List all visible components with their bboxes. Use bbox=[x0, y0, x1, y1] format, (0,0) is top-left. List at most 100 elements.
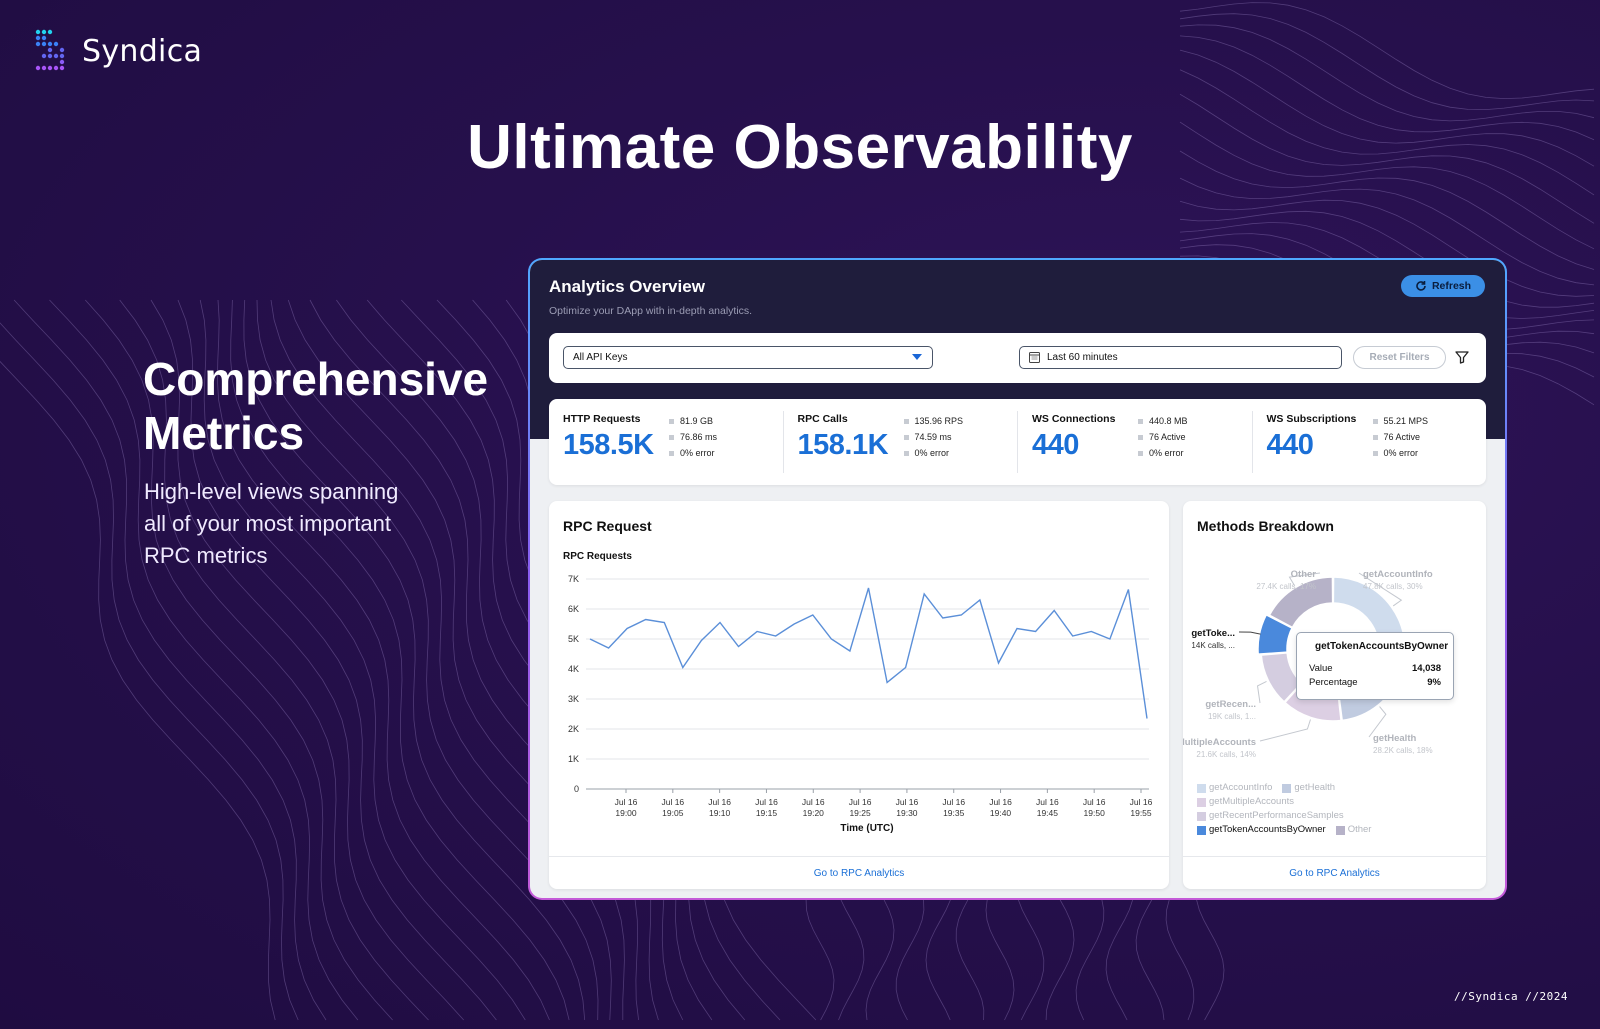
x-tick-label: 19:30 bbox=[896, 808, 918, 818]
slice-sublabel: 21.6K calls, 14% bbox=[1196, 750, 1256, 759]
brand-logo[interactable]: Syndica bbox=[34, 28, 202, 74]
slice-sublabel: 19K calls, 1... bbox=[1208, 712, 1256, 721]
stat-details: 440.8 MB 76 Active 0% error bbox=[1138, 413, 1188, 461]
stat-detail: 0% error bbox=[914, 448, 950, 458]
stat-ws-subscriptions: WS Subscriptions 440 55.21 MPS 76 Active… bbox=[1253, 411, 1487, 473]
stat-value: 158.1K bbox=[797, 429, 889, 461]
y-tick-label: 1K bbox=[568, 754, 579, 764]
y-tick-label: 5K bbox=[568, 634, 579, 644]
legend-item[interactable]: getMultipleAccounts bbox=[1197, 795, 1294, 809]
x-tick-label: 19:45 bbox=[1037, 808, 1059, 818]
stat-detail: 81.9 GB bbox=[680, 416, 714, 426]
refresh-label: Refresh bbox=[1431, 280, 1472, 292]
slice-sublabel: 27.4K calls, 17% bbox=[1256, 582, 1316, 591]
stat-details: 135.96 RPS 74.59 ms 0% error bbox=[903, 413, 964, 461]
stat-detail: 0% error bbox=[1149, 448, 1184, 458]
x-tick-label: 19:15 bbox=[756, 808, 778, 818]
stat-detail: 0% error bbox=[1383, 448, 1419, 458]
x-tick-label: 19:40 bbox=[990, 808, 1012, 818]
legend-item[interactable]: getRecentPerformanceSamples bbox=[1197, 809, 1344, 823]
x-tick-label: Jul 16 bbox=[802, 797, 825, 807]
donut-slice[interactable] bbox=[1257, 613, 1294, 655]
side-title-line: Metrics bbox=[143, 407, 305, 459]
slice-label: Other bbox=[1291, 569, 1317, 580]
x-tick-label: Jul 16 bbox=[989, 797, 1012, 807]
methods-breakdown-card: Methods Breakdown getAccountInfo 47.8K ca… bbox=[1183, 501, 1486, 889]
slice-label: getRecen... bbox=[1205, 699, 1256, 710]
stat-details: 55.21 MPS 76 Active 0% error bbox=[1372, 413, 1428, 461]
card-title: RPC Request bbox=[563, 518, 652, 534]
side-title: Comprehensive Metrics bbox=[143, 352, 488, 460]
api-keys-value: All API Keys bbox=[573, 352, 628, 363]
api-keys-select[interactable]: All API Keys bbox=[563, 346, 933, 369]
stat-rpc-calls: RPC Calls 158.1K 135.96 RPS 74.59 ms 0% … bbox=[784, 411, 1018, 473]
x-tick-label: Jul 16 bbox=[1036, 797, 1059, 807]
legend-item[interactable]: getAccountInfo bbox=[1197, 781, 1272, 795]
card-title: Methods Breakdown bbox=[1197, 518, 1334, 534]
legend-item[interactable]: getHealth bbox=[1282, 781, 1335, 795]
tooltip-pct: 9% bbox=[1427, 677, 1441, 688]
y-tick-label: 2K bbox=[568, 724, 579, 734]
dashboard-subtitle: Optimize your DApp with in-depth analyti… bbox=[549, 305, 753, 317]
stat-label: HTTP Requests bbox=[563, 413, 641, 425]
go-to-rpc-analytics-link[interactable]: Go to RPC Analytics bbox=[1183, 856, 1486, 889]
x-tick-label: Jul 16 bbox=[755, 797, 778, 807]
x-tick-label: 19:50 bbox=[1084, 808, 1106, 818]
x-tick-label: Jul 16 bbox=[849, 797, 872, 807]
tooltip-pct-label: Percentage bbox=[1309, 677, 1358, 688]
y-tick-label: 0 bbox=[574, 784, 579, 794]
legend-item[interactable]: Other bbox=[1335, 823, 1372, 837]
x-tick-label: Jul 16 bbox=[615, 797, 638, 807]
filter-icon[interactable] bbox=[1455, 350, 1469, 364]
slice-sublabel: 28.2K calls, 18% bbox=[1373, 746, 1433, 755]
y-tick-label: 6K bbox=[568, 604, 579, 614]
x-tick-label: Jul 16 bbox=[661, 797, 684, 807]
chart-tooltip: getTokenAccountsByOwner Value 14,038 Perc… bbox=[1296, 632, 1454, 700]
stat-value: 440 bbox=[1032, 429, 1079, 461]
side-desc-line: RPC metrics bbox=[144, 543, 268, 568]
refresh-icon bbox=[1416, 281, 1426, 291]
time-range-picker[interactable]: Last 60 minutes bbox=[1019, 346, 1342, 369]
stat-detail: 74.59 ms bbox=[914, 432, 952, 442]
brand-name: Syndica bbox=[82, 33, 203, 69]
tooltip-title: getTokenAccountsByOwner bbox=[1315, 641, 1449, 652]
refresh-button[interactable]: Refresh bbox=[1401, 275, 1485, 297]
stat-label: RPC Calls bbox=[797, 413, 848, 425]
label-leader bbox=[1358, 572, 1403, 607]
stat-details: 81.9 GB 76.86 ms 0% error bbox=[669, 413, 717, 461]
hero-title: Ultimate Observability bbox=[467, 113, 1133, 182]
x-axis-label: Time (UTC) bbox=[840, 823, 893, 834]
label-leader bbox=[1368, 706, 1387, 738]
x-tick-label: 19:35 bbox=[943, 808, 965, 818]
label-leader bbox=[1238, 631, 1261, 635]
time-range-value: Last 60 minutes bbox=[1047, 352, 1118, 363]
stat-detail: 76.86 ms bbox=[680, 432, 718, 442]
y-tick-label: 3K bbox=[568, 694, 579, 704]
donut-slice[interactable] bbox=[1268, 576, 1334, 629]
slice-sublabel: 14K calls, ... bbox=[1191, 641, 1235, 650]
side-description: High-level views spanning all of your mo… bbox=[144, 476, 444, 572]
dropdown-arrow-icon bbox=[912, 354, 922, 360]
label-leader bbox=[1256, 681, 1267, 704]
go-to-rpc-analytics-link[interactable]: Go to RPC Analytics bbox=[549, 856, 1169, 889]
x-tick-label: Jul 16 bbox=[896, 797, 919, 807]
slice-label: getMultipleAccounts bbox=[1183, 737, 1256, 748]
tooltip-value: 14,038 bbox=[1411, 663, 1441, 674]
label-leader bbox=[1288, 572, 1321, 586]
legend-label: Other bbox=[1347, 824, 1372, 835]
calendar-icon bbox=[1029, 352, 1040, 363]
slice-sublabel: 47.8K calls, 30% bbox=[1363, 582, 1423, 591]
chart-legend: getAccountInfo getHealth getMultipleAcco… bbox=[1197, 781, 1477, 837]
legend-item[interactable]: getTokenAccountsByOwner bbox=[1197, 823, 1326, 837]
y-tick-label: 4K bbox=[568, 664, 579, 674]
reset-filters-button[interactable]: Reset Filters bbox=[1353, 346, 1446, 369]
stat-detail: 76 Active bbox=[1149, 432, 1186, 442]
stat-detail: 135.96 RPS bbox=[914, 416, 964, 426]
x-tick-label: 19:05 bbox=[662, 808, 684, 818]
label-leader bbox=[1259, 719, 1311, 742]
stat-value: 158.5K bbox=[563, 429, 654, 461]
dashboard-panel: Analytics Overview Optimize your DApp wi… bbox=[530, 260, 1505, 898]
analytics-dashboard: Analytics Overview Optimize your DApp wi… bbox=[528, 258, 1507, 900]
